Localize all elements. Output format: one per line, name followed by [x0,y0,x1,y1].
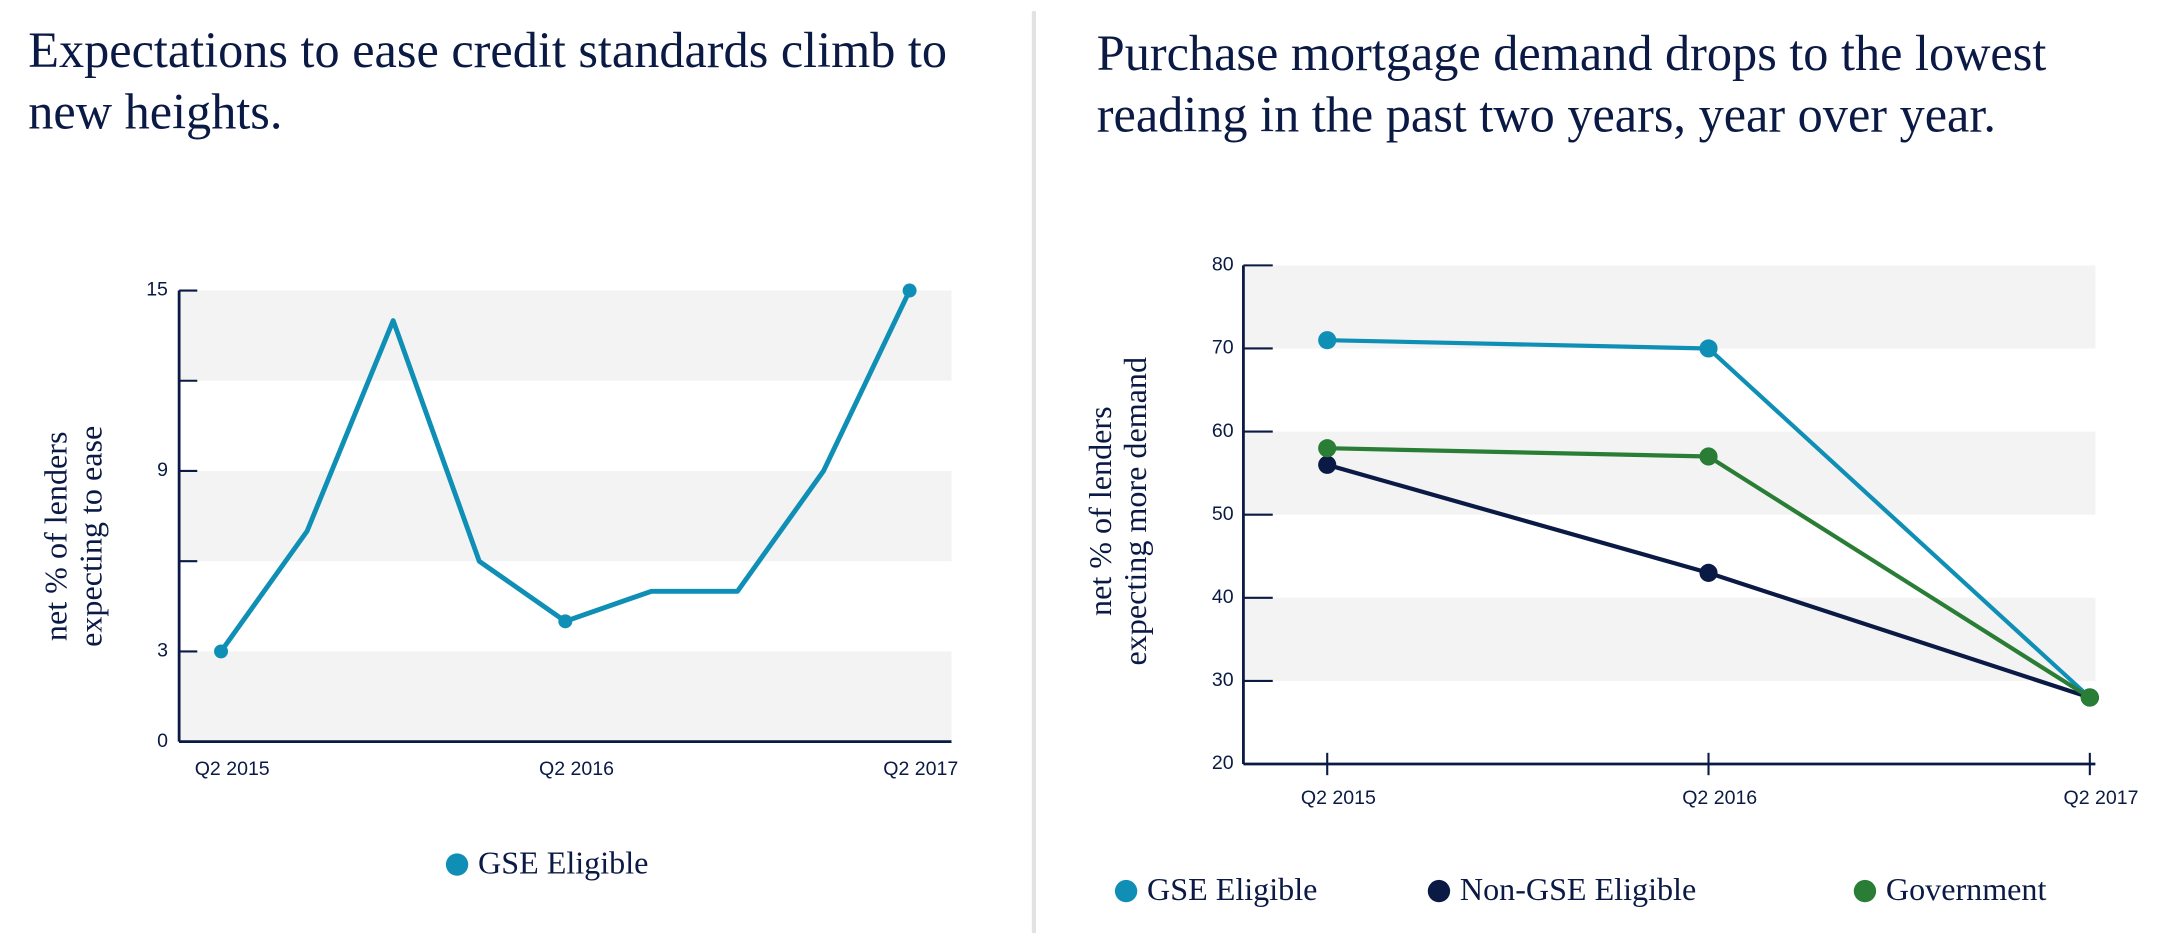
data-point [1699,339,1718,358]
data-point [1699,563,1718,582]
y-tick-label: 60 [1212,420,1234,442]
y-tick-label: 20 [1212,752,1234,774]
y-axis-label: expecting more demand [1117,357,1153,665]
data-point [214,644,229,659]
data-point [558,614,573,629]
x-tick-label: Q2 2017 [883,758,958,780]
data-point [1318,331,1337,350]
title-box: Expectations to ease credit standards cl… [28,22,948,140]
legend-label: Government [1886,871,2047,907]
grid-band [1243,597,2096,681]
data-point [902,283,917,298]
legend-swatch [1114,879,1138,903]
chart-title: Expectations to ease credit standards cl… [28,22,948,140]
grid-band [179,290,952,381]
y-tick-label: 70 [1212,337,1234,359]
y-tick-label: 30 [1212,669,1234,691]
legend-label: GSE Eligible [1147,871,1317,907]
y-axis-label: net % of lenders [37,432,73,642]
legend-label: GSE Eligible [478,844,648,880]
x-tick-label: Q2 2015 [1301,787,1376,809]
legend-swatch [1853,879,1877,903]
data-point [1318,455,1337,474]
y-tick-label: 0 [157,730,168,752]
x-tick-label: Q2 2016 [539,758,614,780]
legend-label: Non-GSE Eligible [1460,871,1696,907]
grid-band [179,470,952,562]
grid-band [1243,431,2096,515]
data-point [1318,439,1337,458]
grid-band [179,651,952,742]
y-tick-label: 3 [157,640,168,662]
legend-swatch [445,853,469,876]
x-tick-label: Q2 2015 [195,758,270,780]
legend-swatch [1427,879,1451,903]
data-point [1699,447,1718,466]
y-tick-label: 9 [157,459,168,481]
y-tick-label: 50 [1212,503,1234,525]
chart-title: Purchase mortgage demand drops to the lo… [1096,25,2047,143]
y-axis-label: net % of lenders [1082,406,1118,616]
y-tick-label: 80 [1212,254,1234,276]
y-tick-label: 15 [146,279,168,301]
x-tick-label: Q2 2016 [1682,787,1757,809]
data-point [2080,688,2099,707]
grid-band [1243,265,2096,349]
y-tick-label: 40 [1212,586,1234,608]
y-axis-label: expecting to ease [72,426,108,647]
x-tick-label: Q2 2017 [2063,787,2138,809]
title-box: Purchase mortgage demand drops to the lo… [1096,25,2047,143]
